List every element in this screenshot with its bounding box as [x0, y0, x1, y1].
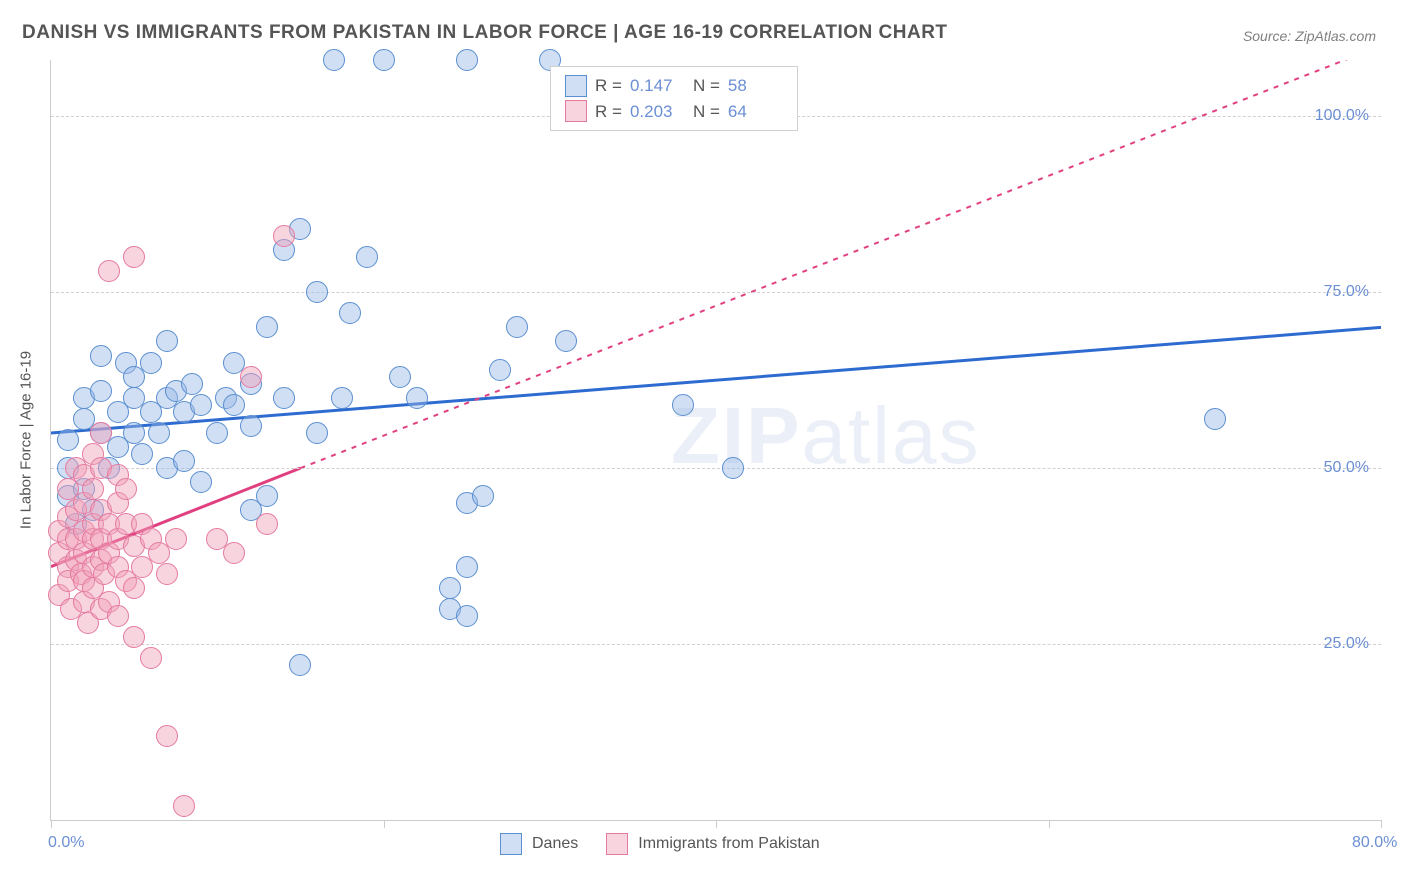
- data-point: [148, 422, 170, 444]
- r-label: R =: [595, 99, 622, 125]
- legend-swatch: [565, 75, 587, 97]
- trend-lines: [51, 60, 1381, 820]
- legend-swatch: [500, 833, 522, 855]
- stats-row: R = 0.147 N = 58: [565, 73, 783, 99]
- data-point: [90, 345, 112, 367]
- x-tick: [51, 820, 52, 828]
- data-point: [256, 513, 278, 535]
- stats-row: R = 0.203 N = 64: [565, 99, 783, 125]
- data-point: [273, 225, 295, 247]
- legend-label: Immigrants from Pakistan: [638, 835, 819, 853]
- data-point: [439, 577, 461, 599]
- x-tick: [1049, 820, 1050, 828]
- data-point: [123, 422, 145, 444]
- chart-title: DANISH VS IMMIGRANTS FROM PAKISTAN IN LA…: [22, 22, 948, 44]
- data-point: [206, 422, 228, 444]
- data-point: [223, 542, 245, 564]
- data-point: [181, 373, 203, 395]
- data-point: [140, 647, 162, 669]
- data-point: [722, 457, 744, 479]
- x-tick-label: 80.0%: [1352, 834, 1397, 852]
- data-point: [256, 485, 278, 507]
- n-value: 58: [728, 73, 783, 99]
- x-tick-label: 0.0%: [48, 834, 84, 852]
- y-axis-title: In Labor Force | Age 16-19: [18, 351, 35, 529]
- data-point: [90, 380, 112, 402]
- data-point: [107, 605, 129, 627]
- data-point: [339, 302, 361, 324]
- data-point: [273, 387, 295, 409]
- data-point: [140, 352, 162, 374]
- data-point: [123, 246, 145, 268]
- data-point: [331, 387, 353, 409]
- x-tick: [716, 820, 717, 828]
- gridline: [51, 468, 1381, 469]
- data-point: [1204, 408, 1226, 430]
- data-point: [456, 49, 478, 71]
- data-point: [289, 654, 311, 676]
- data-point: [156, 563, 178, 585]
- series-legend: Danes Immigrants from Pakistan: [500, 833, 838, 855]
- plot-area: ZIPatlas 25.0%50.0%75.0%100.0%: [50, 60, 1381, 821]
- data-point: [173, 795, 195, 817]
- stats-legend: R = 0.147 N = 58 R = 0.203 N = 64: [550, 66, 798, 131]
- data-point: [190, 471, 212, 493]
- data-point: [323, 49, 345, 71]
- data-point: [57, 429, 79, 451]
- legend-swatch: [606, 833, 628, 855]
- data-point: [115, 478, 137, 500]
- data-point: [156, 330, 178, 352]
- x-tick: [1381, 820, 1382, 828]
- data-point: [123, 626, 145, 648]
- n-label: N =: [693, 99, 720, 125]
- watermark-light: atlas: [801, 391, 980, 480]
- data-point: [82, 478, 104, 500]
- data-point: [456, 605, 478, 627]
- y-tick-label: 75.0%: [1324, 283, 1369, 301]
- data-point: [389, 366, 411, 388]
- data-point: [489, 359, 511, 381]
- data-point: [98, 260, 120, 282]
- data-point: [456, 556, 478, 578]
- data-point: [173, 450, 195, 472]
- data-point: [306, 422, 328, 444]
- data-point: [156, 725, 178, 747]
- x-tick: [384, 820, 385, 828]
- data-point: [472, 485, 494, 507]
- data-point: [131, 443, 153, 465]
- r-value: 0.203: [630, 99, 685, 125]
- data-point: [373, 49, 395, 71]
- r-label: R =: [595, 73, 622, 99]
- data-point: [165, 528, 187, 550]
- source-label: Source: ZipAtlas.com: [1243, 28, 1376, 44]
- legend-swatch: [565, 100, 587, 122]
- r-value: 0.147: [630, 73, 685, 99]
- data-point: [123, 577, 145, 599]
- data-point: [90, 422, 112, 444]
- data-point: [406, 387, 428, 409]
- data-point: [240, 366, 262, 388]
- data-point: [356, 246, 378, 268]
- data-point: [240, 415, 262, 437]
- y-tick-label: 50.0%: [1324, 459, 1369, 477]
- data-point: [672, 394, 694, 416]
- gridline: [51, 644, 1381, 645]
- gridline: [51, 292, 1381, 293]
- n-label: N =: [693, 73, 720, 99]
- n-value: 64: [728, 99, 783, 125]
- data-point: [555, 330, 577, 352]
- y-tick-label: 25.0%: [1324, 635, 1369, 653]
- legend-label: Danes: [532, 835, 578, 853]
- data-point: [506, 316, 528, 338]
- data-point: [190, 394, 212, 416]
- data-point: [306, 281, 328, 303]
- data-point: [223, 394, 245, 416]
- y-tick-label: 100.0%: [1315, 107, 1369, 125]
- data-point: [256, 316, 278, 338]
